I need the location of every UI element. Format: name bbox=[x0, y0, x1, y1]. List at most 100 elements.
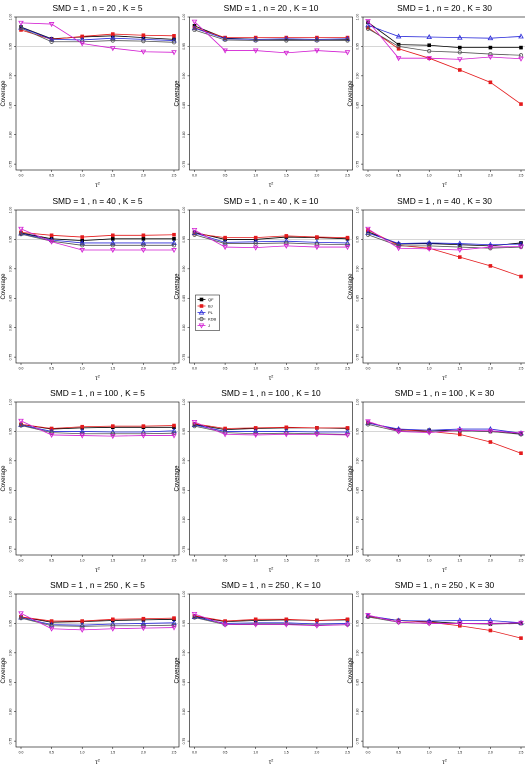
x-tick-label: 0.5 bbox=[396, 174, 401, 178]
point-bj bbox=[284, 425, 289, 430]
x-tick-label: 0.0 bbox=[192, 367, 197, 371]
point-j bbox=[48, 432, 55, 438]
x-tick-label: 2.5 bbox=[345, 559, 350, 563]
point-j bbox=[283, 622, 290, 628]
y-axis-label: Coverage bbox=[348, 80, 354, 107]
y-tick-label: 0.75 bbox=[182, 546, 186, 553]
series-line-kdb bbox=[194, 29, 348, 41]
y-tick-label: 0.80 bbox=[9, 516, 13, 523]
point-kdb bbox=[171, 431, 177, 436]
point-j bbox=[283, 243, 290, 249]
point-bj bbox=[427, 429, 431, 434]
point-j bbox=[365, 19, 371, 25]
point-bj bbox=[488, 440, 493, 444]
y-tick-label: 0.75 bbox=[9, 354, 13, 361]
point-bj bbox=[488, 80, 493, 85]
series-line-bj bbox=[20, 616, 175, 622]
point-j bbox=[222, 48, 228, 54]
x-tick-label: 0.0 bbox=[366, 367, 371, 371]
y-axis-label: Coverage bbox=[1, 273, 7, 300]
point-qf bbox=[141, 237, 146, 241]
point-bj bbox=[49, 619, 54, 623]
point-j bbox=[426, 56, 432, 62]
y-tick-label: 0.80 bbox=[9, 324, 13, 331]
series-line-j bbox=[20, 420, 174, 437]
point-bj bbox=[345, 235, 350, 240]
series-line-pl bbox=[194, 616, 348, 625]
point-bj bbox=[172, 423, 176, 428]
series-line-bj bbox=[367, 229, 522, 277]
y-tick-label: 0.75 bbox=[182, 354, 186, 361]
point-j bbox=[457, 57, 463, 63]
panel-8: SMD = 1 , n = 100 , K = 10 0.75 0.80 0.85 0.… bbox=[175, 388, 353, 574]
y-tick-label: 0.75 bbox=[9, 738, 13, 745]
x-tick-label: 0.5 bbox=[49, 751, 54, 755]
x-tick-label: 0.5 bbox=[396, 559, 401, 563]
y-tick-label: 1.00 bbox=[356, 591, 360, 598]
point-j bbox=[518, 431, 524, 437]
point-bj bbox=[80, 235, 84, 239]
point-bj bbox=[519, 102, 523, 106]
point-pl bbox=[140, 239, 147, 245]
x-tick-label: 0.0 bbox=[19, 367, 24, 371]
point-j bbox=[18, 611, 24, 617]
point-qf bbox=[458, 242, 462, 247]
y-tick-label: 0.75 bbox=[356, 354, 360, 361]
point-bj bbox=[141, 33, 146, 38]
point-qf bbox=[172, 237, 176, 241]
series-line-pl bbox=[367, 232, 522, 246]
point-j bbox=[48, 626, 55, 632]
point-j bbox=[518, 620, 524, 626]
y-axis-label: Coverage bbox=[1, 80, 7, 107]
y-tick-label: 0.80 bbox=[182, 516, 186, 523]
panel-title: SMD = 1 , n = 40 , K = 5 bbox=[52, 196, 142, 206]
x-tick-label: 0.0 bbox=[366, 174, 371, 178]
point-bj bbox=[488, 264, 493, 268]
point-j bbox=[283, 50, 290, 56]
point-pl bbox=[191, 613, 198, 619]
point-qf bbox=[488, 45, 493, 50]
x-axis-label-sup: 2 bbox=[445, 758, 448, 763]
point-bj bbox=[488, 628, 493, 633]
point-j bbox=[487, 55, 494, 61]
point-j bbox=[252, 622, 259, 628]
series-line-j bbox=[194, 421, 348, 436]
x-tick-label: 0.5 bbox=[49, 559, 54, 563]
x-tick-label: 1.5 bbox=[457, 174, 462, 178]
series-line-bj bbox=[194, 233, 348, 239]
point-pl bbox=[191, 229, 198, 235]
x-tick-label: 0.5 bbox=[396, 751, 401, 755]
plot-frame bbox=[189, 401, 353, 556]
panel-title: SMD = 1 , n = 20 , K = 5 bbox=[52, 3, 142, 13]
point-kdb bbox=[141, 243, 146, 248]
y-tick-label: 0.85 bbox=[9, 102, 13, 109]
y-tick-label: 0.80 bbox=[356, 708, 360, 715]
point-kdb bbox=[141, 623, 146, 628]
point-kdb bbox=[365, 422, 371, 427]
point-j bbox=[365, 226, 371, 232]
point-pl bbox=[18, 24, 24, 30]
point-bj bbox=[519, 636, 523, 640]
y-axis-label: Coverage bbox=[348, 465, 354, 492]
point-pl bbox=[18, 421, 24, 427]
y-tick-label: 0.75 bbox=[182, 161, 186, 168]
panel-2: SMD = 1 , n = 20 , K = 10 0.75 0.80 0.85 0.9… bbox=[175, 3, 353, 189]
point-bj bbox=[345, 35, 350, 40]
x-tick-label: 2.0 bbox=[315, 751, 320, 755]
x-tick-label: 1.0 bbox=[427, 559, 432, 563]
point-j bbox=[252, 48, 259, 54]
x-axis-label-sup: 2 bbox=[445, 566, 448, 571]
x-axis-label: τ2 bbox=[269, 758, 274, 767]
point-j bbox=[365, 613, 371, 619]
x-tick-label: 1.0 bbox=[427, 367, 432, 371]
x-tick-label: 0.0 bbox=[19, 751, 24, 755]
point-qf bbox=[427, 43, 431, 48]
point-pl bbox=[518, 33, 524, 39]
y-tick-label: 0.75 bbox=[356, 738, 360, 745]
y-tick-label: 0.90 bbox=[356, 649, 360, 656]
point-pl bbox=[110, 239, 116, 245]
x-tick-label: 0.5 bbox=[223, 559, 228, 563]
y-tick-label: 0.90 bbox=[182, 457, 186, 464]
